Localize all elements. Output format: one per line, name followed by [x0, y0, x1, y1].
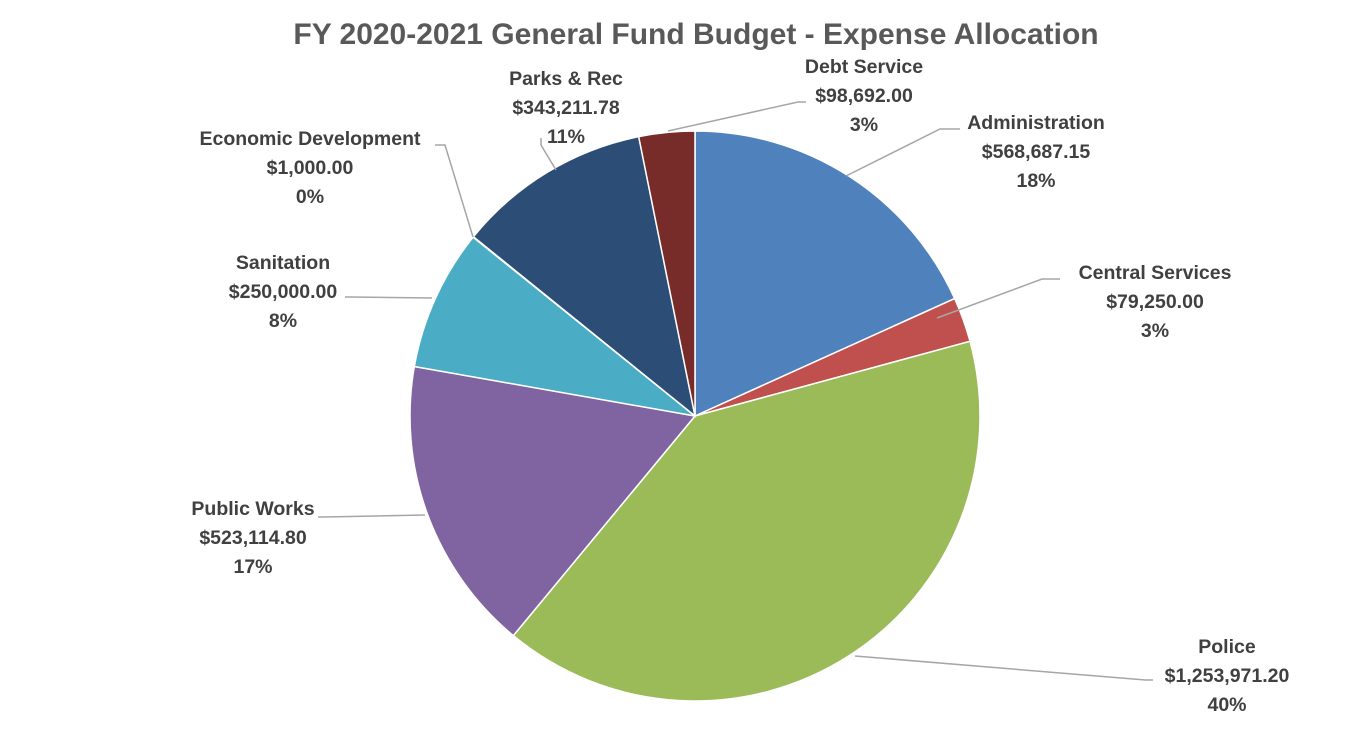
- leader-line-sanitation: [345, 296, 433, 299]
- leader-line-administration: [845, 128, 960, 177]
- leader-line-debt-service: [667, 101, 806, 132]
- label-percent: 3%: [850, 114, 878, 136]
- data-label-parks-rec: Parks & Rec $343,211.78 11%: [509, 68, 623, 148]
- data-label-economic-development: Economic Development $1,000.00 0%: [199, 128, 421, 208]
- pie-slice-police: [512, 340, 981, 702]
- pie-slice-sanitation: [413, 236, 696, 417]
- label-name: Debt Service: [805, 56, 923, 78]
- label-name: Central Services: [1079, 262, 1232, 284]
- label-value: $568,687.15: [982, 141, 1091, 163]
- data-label-administration: Administration $568,687.15 18%: [967, 112, 1105, 192]
- label-percent: 8%: [269, 310, 297, 332]
- data-label-police: Police $1,253,971.20 40%: [1165, 636, 1290, 716]
- label-value: $1,000.00: [267, 157, 354, 179]
- label-percent: 17%: [233, 556, 272, 578]
- label-value: $250,000.00: [229, 281, 338, 303]
- label-percent: 18%: [1016, 170, 1055, 192]
- label-percent: 40%: [1207, 694, 1246, 716]
- data-label-public-works: Public Works $523,114.80 17%: [191, 498, 314, 578]
- pie-slice-public-works: [409, 365, 697, 637]
- label-value: $343,211.78: [512, 97, 620, 119]
- pie-slice-debt-service: [637, 130, 696, 417]
- leader-line-public-works: [318, 514, 426, 518]
- label-name: Police: [1198, 636, 1256, 658]
- label-percent: 3%: [1141, 320, 1169, 342]
- data-label-sanitation: Sanitation $250,000.00 8%: [229, 252, 338, 332]
- chart-title: FY 2020-2021 General Fund Budget - Expen…: [293, 18, 1098, 51]
- data-labels: Administration $568,687.15 18% Central Serv…: [191, 56, 1289, 716]
- leader-line-central-services: [936, 278, 1060, 319]
- label-value: $523,114.80: [199, 527, 307, 549]
- label-percent: 0%: [296, 186, 324, 208]
- pie-slice-administration: [694, 130, 956, 418]
- data-label-debt-service: Debt Service $98,692.00 3%: [805, 56, 923, 136]
- leader-line-economic-development: [435, 144, 474, 238]
- pie-slice-parks-rec: [472, 135, 697, 418]
- label-name: Parks & Rec: [509, 68, 623, 90]
- data-label-central-services: Central Services $79,250.00 3%: [1079, 262, 1232, 342]
- leader-line-police: [854, 655, 1153, 681]
- label-percent: 11%: [547, 126, 585, 148]
- label-name: Public Works: [191, 498, 314, 520]
- label-name: Economic Development: [199, 128, 421, 150]
- label-value: $79,250.00: [1106, 291, 1204, 313]
- label-name: Administration: [967, 112, 1105, 134]
- leader-lines: [318, 101, 1153, 681]
- label-value: $1,253,971.20: [1165, 665, 1290, 687]
- label-name: Sanitation: [236, 252, 330, 274]
- leader-line-parks-rec: [540, 138, 557, 171]
- pie-slices: [409, 130, 981, 702]
- label-value: $98,692.00: [815, 85, 913, 107]
